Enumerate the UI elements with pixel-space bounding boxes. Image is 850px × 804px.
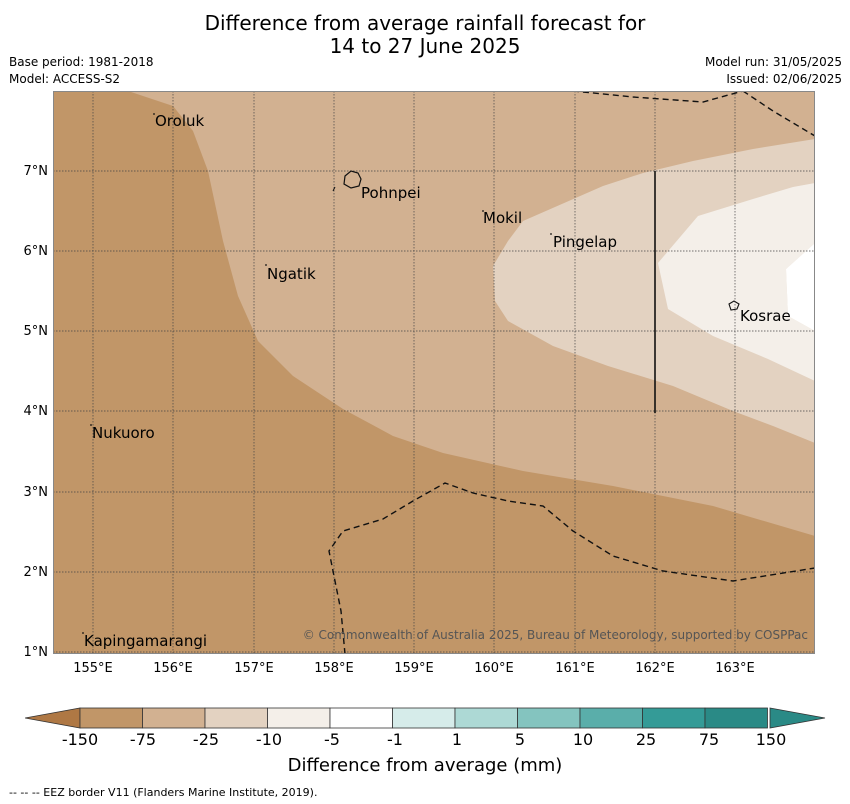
title-line-1: Difference from average rainfall forecas… [204,11,646,35]
colorbar [25,707,826,729]
colorbar-cell [329,707,393,729]
cb-tick-75: 75 [698,730,720,749]
cb-tick-10: 10 [572,730,594,749]
issued-date: Issued: 02/06/2025 [726,72,842,86]
band-neutral [786,243,815,331]
model-run: Model run: 31/05/2025 [704,55,842,69]
base-period: Base period: 1981-2018 [9,55,154,69]
lon-label-156e: 156°E [153,661,193,676]
chart-title: Difference from average rainfall forecas… [0,12,850,58]
colorbar-cell [79,707,143,729]
cb-tick-minus75: -75 [129,730,157,749]
atoll-dots [82,113,552,634]
colorbar-cell [142,707,206,729]
map-border [53,91,815,654]
rainfall-map [53,91,815,654]
lon-label-160e: 160°E [474,661,514,676]
eez-borders [328,91,815,654]
place-ngatik: Ngatik [267,265,316,283]
cb-tick-minus10: -10 [255,730,283,749]
lat-label-6n: 6°N [23,244,49,259]
lon-label-161e: 161°E [555,661,595,676]
colorbar-cell [642,707,706,729]
lat-label-3n: 3°N [23,485,49,500]
lon-label-157e: 157°E [234,661,274,676]
colorbar-cell [204,707,268,729]
lat-label-4n: 4°N [23,404,49,419]
lon-label-162e: 162°E [635,661,675,676]
cb-tick-minus5: -5 [324,730,340,749]
place-kosrae: Kosrae [740,307,791,325]
eez-footnote: -- -- -- EEZ border V11 (Flanders Marine… [9,786,318,799]
lon-label-159e: 159°E [394,661,434,676]
colorbar-cell [267,707,331,729]
lat-label-7n: 7°N [23,164,49,179]
colorbar-extend-high [769,707,826,729]
place-pingelap: Pingelap [553,233,618,251]
lat-label-1n: 1°N [23,645,49,660]
colorbar-cell [517,707,581,729]
meta-left: Base period: 1981-2018 Model: ACCESS-S2 [9,54,154,88]
gridlines [53,91,815,654]
colorbar-cell [704,707,768,729]
colorbar-title: Difference from average (mm) [287,755,563,776]
cb-tick-1: 1 [451,730,463,749]
place-nukuoro: Nukuoro [92,424,155,442]
lon-label-158e: 158°E [314,661,354,676]
colorbar-extend-low [25,707,81,729]
model-name: Model: ACCESS-S2 [9,72,121,86]
cb-tick-25: 25 [635,730,657,749]
cb-tick-minus1: -1 [387,730,403,749]
meta-right: Model run: 31/05/2025 Issued: 02/06/2025 [705,54,842,88]
place-mokil: Mokil [483,209,523,227]
lat-label-5n: 5°N [23,324,49,339]
lon-label-163e: 163°E [715,661,755,676]
lat-label-2n: 2°N [23,565,49,580]
colorbar-cell [454,707,518,729]
cb-tick-minus150: -150 [61,730,99,749]
cb-tick-minus25: -25 [192,730,220,749]
lon-label-155e: 155°E [73,661,113,676]
colorbar-cell [579,707,643,729]
kosrae-island [728,300,740,311]
colorbar-cell [392,707,456,729]
place-pohnpei: Pohnpei [361,184,421,202]
band-minus5 [658,183,815,381]
place-kapingamarangi: Kapingamarangi [84,632,208,650]
place-oroluk: Oroluk [155,112,205,130]
cb-tick-5: 5 [514,730,526,749]
copyright-notice: © Commonwealth of Australia 2025, Bureau… [302,628,808,642]
pohnpei-islet [332,186,336,192]
title-line-2: 14 to 27 June 2025 [329,34,521,58]
colorbar-cells [79,707,768,729]
cb-tick-150: 150 [755,730,787,749]
pohnpei-island [343,170,362,189]
